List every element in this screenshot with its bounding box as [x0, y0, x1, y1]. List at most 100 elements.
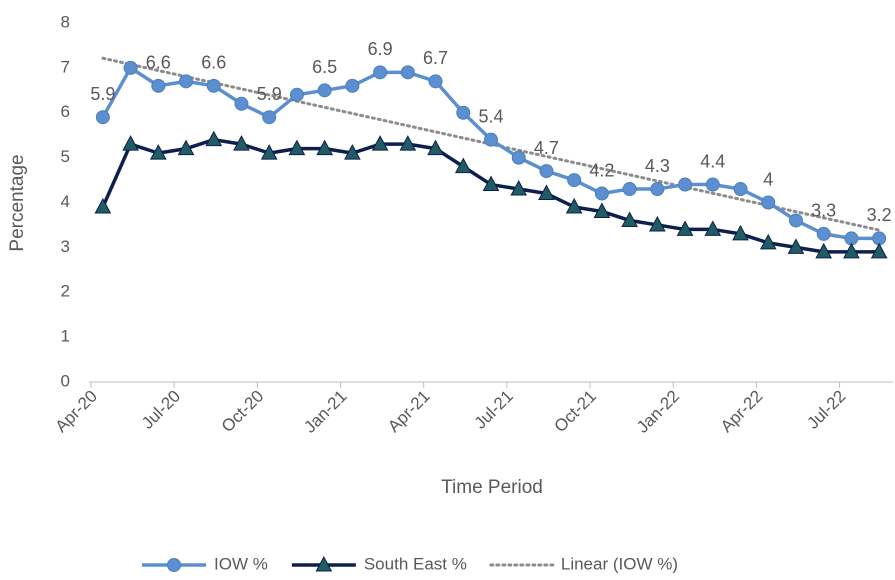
data-point	[206, 78, 221, 93]
y-tick-label: 8	[61, 12, 70, 31]
y-tick-label: 3	[61, 237, 70, 256]
data-label: 4.2	[589, 160, 614, 180]
data-point	[177, 139, 195, 156]
data-point	[316, 139, 333, 156]
data-label: 4.3	[645, 156, 670, 176]
data-label: 5.9	[257, 84, 282, 104]
data-point	[759, 233, 777, 250]
data-label: 3.3	[811, 201, 836, 221]
data-label: 6.7	[423, 48, 448, 68]
data-point	[371, 135, 389, 151]
data-point	[344, 144, 361, 160]
legend-marker	[167, 558, 181, 572]
data-point	[650, 182, 665, 197]
data-point	[399, 135, 417, 151]
data-point	[456, 105, 471, 120]
data-point	[234, 96, 249, 111]
x-tick-label: Jul-20	[138, 387, 184, 433]
data-point	[705, 177, 720, 192]
y-tick-label: 2	[61, 282, 70, 301]
data-label: 5.9	[90, 84, 115, 104]
data-point	[289, 87, 304, 102]
x-tick-label: Oct-21	[551, 387, 601, 437]
data-point	[787, 238, 805, 254]
data-label: 6.9	[368, 39, 393, 59]
data-point	[151, 78, 166, 93]
x-tick-label: Jan-22	[633, 387, 683, 437]
data-label: 5.4	[478, 106, 503, 126]
y-tick-label: 6	[61, 102, 70, 121]
data-point	[122, 135, 139, 151]
legend-marker	[315, 555, 333, 572]
data-point	[510, 179, 528, 196]
x-tick-label: Jul-21	[471, 387, 517, 433]
x-tick-label: Jul-22	[803, 387, 849, 433]
x-tick-label: Apr-20	[51, 387, 101, 437]
data-label: 4	[763, 169, 773, 189]
data-point	[482, 175, 500, 192]
data-label: 3.2	[867, 205, 892, 225]
data-point	[538, 184, 555, 201]
data-point	[567, 173, 582, 188]
legend-label: IOW %	[214, 554, 268, 573]
data-point	[288, 139, 306, 156]
data-point	[649, 215, 666, 232]
x-tick-label: Oct-20	[218, 387, 268, 437]
data-point	[400, 65, 415, 80]
y-tick-label: 1	[61, 327, 70, 346]
legend-label: Linear (IOW %)	[561, 554, 678, 573]
y-tick-label: 0	[61, 371, 70, 390]
legend-label: South East %	[364, 554, 467, 573]
x-tick-label: Apr-22	[717, 387, 767, 437]
y-tick-label: 4	[61, 192, 70, 211]
data-point	[484, 132, 498, 147]
data-point	[676, 220, 694, 236]
data-point	[593, 202, 611, 218]
data-point	[816, 226, 831, 241]
y-axis-title: Percentage	[7, 154, 28, 251]
data-point	[511, 150, 526, 165]
data-point	[205, 130, 223, 147]
data-point	[678, 177, 693, 192]
data-point	[815, 242, 833, 259]
data-label: 6.5	[312, 57, 337, 77]
data-point	[262, 110, 277, 125]
data-point	[260, 144, 278, 160]
data-point	[788, 213, 803, 228]
data-point	[704, 220, 722, 236]
data-label: 4.7	[534, 138, 559, 158]
data-point	[733, 182, 748, 197]
data-point	[345, 78, 360, 93]
data-point	[594, 186, 609, 201]
data-label: 6.6	[146, 53, 171, 73]
data-point	[565, 197, 583, 214]
data-label: 4.4	[700, 151, 725, 171]
x-tick-label: Apr-21	[384, 387, 434, 437]
y-tick-label: 5	[61, 147, 70, 166]
data-point	[427, 139, 444, 156]
data-point	[843, 242, 860, 259]
data-point	[870, 242, 888, 259]
series-line	[101, 137, 880, 254]
data-point	[761, 195, 776, 210]
data-point	[95, 110, 110, 125]
data-point	[317, 83, 332, 98]
data-point	[454, 157, 472, 174]
data-point	[428, 74, 443, 89]
data-point	[233, 135, 250, 151]
x-axis-title: Time Period	[441, 477, 543, 498]
series-line	[101, 66, 880, 241]
data-point	[94, 197, 112, 214]
data-point	[149, 144, 167, 160]
data-point	[732, 224, 749, 241]
x-tick-label: Jan-21	[300, 387, 350, 437]
data-point	[621, 211, 638, 227]
data-point	[539, 164, 554, 179]
data-point	[622, 182, 637, 197]
data-point	[373, 65, 388, 80]
data-point	[179, 74, 194, 89]
data-point	[123, 60, 138, 75]
y-tick-label: 7	[61, 57, 70, 76]
data-label: 6.6	[201, 53, 226, 73]
